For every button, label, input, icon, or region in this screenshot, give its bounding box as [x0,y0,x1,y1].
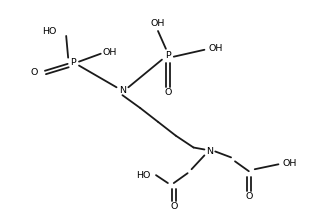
Text: OH: OH [208,44,223,53]
Text: OH: OH [103,48,117,57]
Text: N: N [119,86,126,95]
Text: O: O [245,192,253,201]
Text: OH: OH [151,19,165,28]
Text: P: P [70,58,76,67]
Text: HO: HO [42,26,56,35]
Text: O: O [164,88,172,97]
Text: O: O [170,202,177,211]
Text: N: N [206,147,213,156]
Text: OH: OH [282,159,297,168]
Text: O: O [30,68,37,77]
Text: HO: HO [136,171,150,180]
Text: P: P [165,51,171,60]
